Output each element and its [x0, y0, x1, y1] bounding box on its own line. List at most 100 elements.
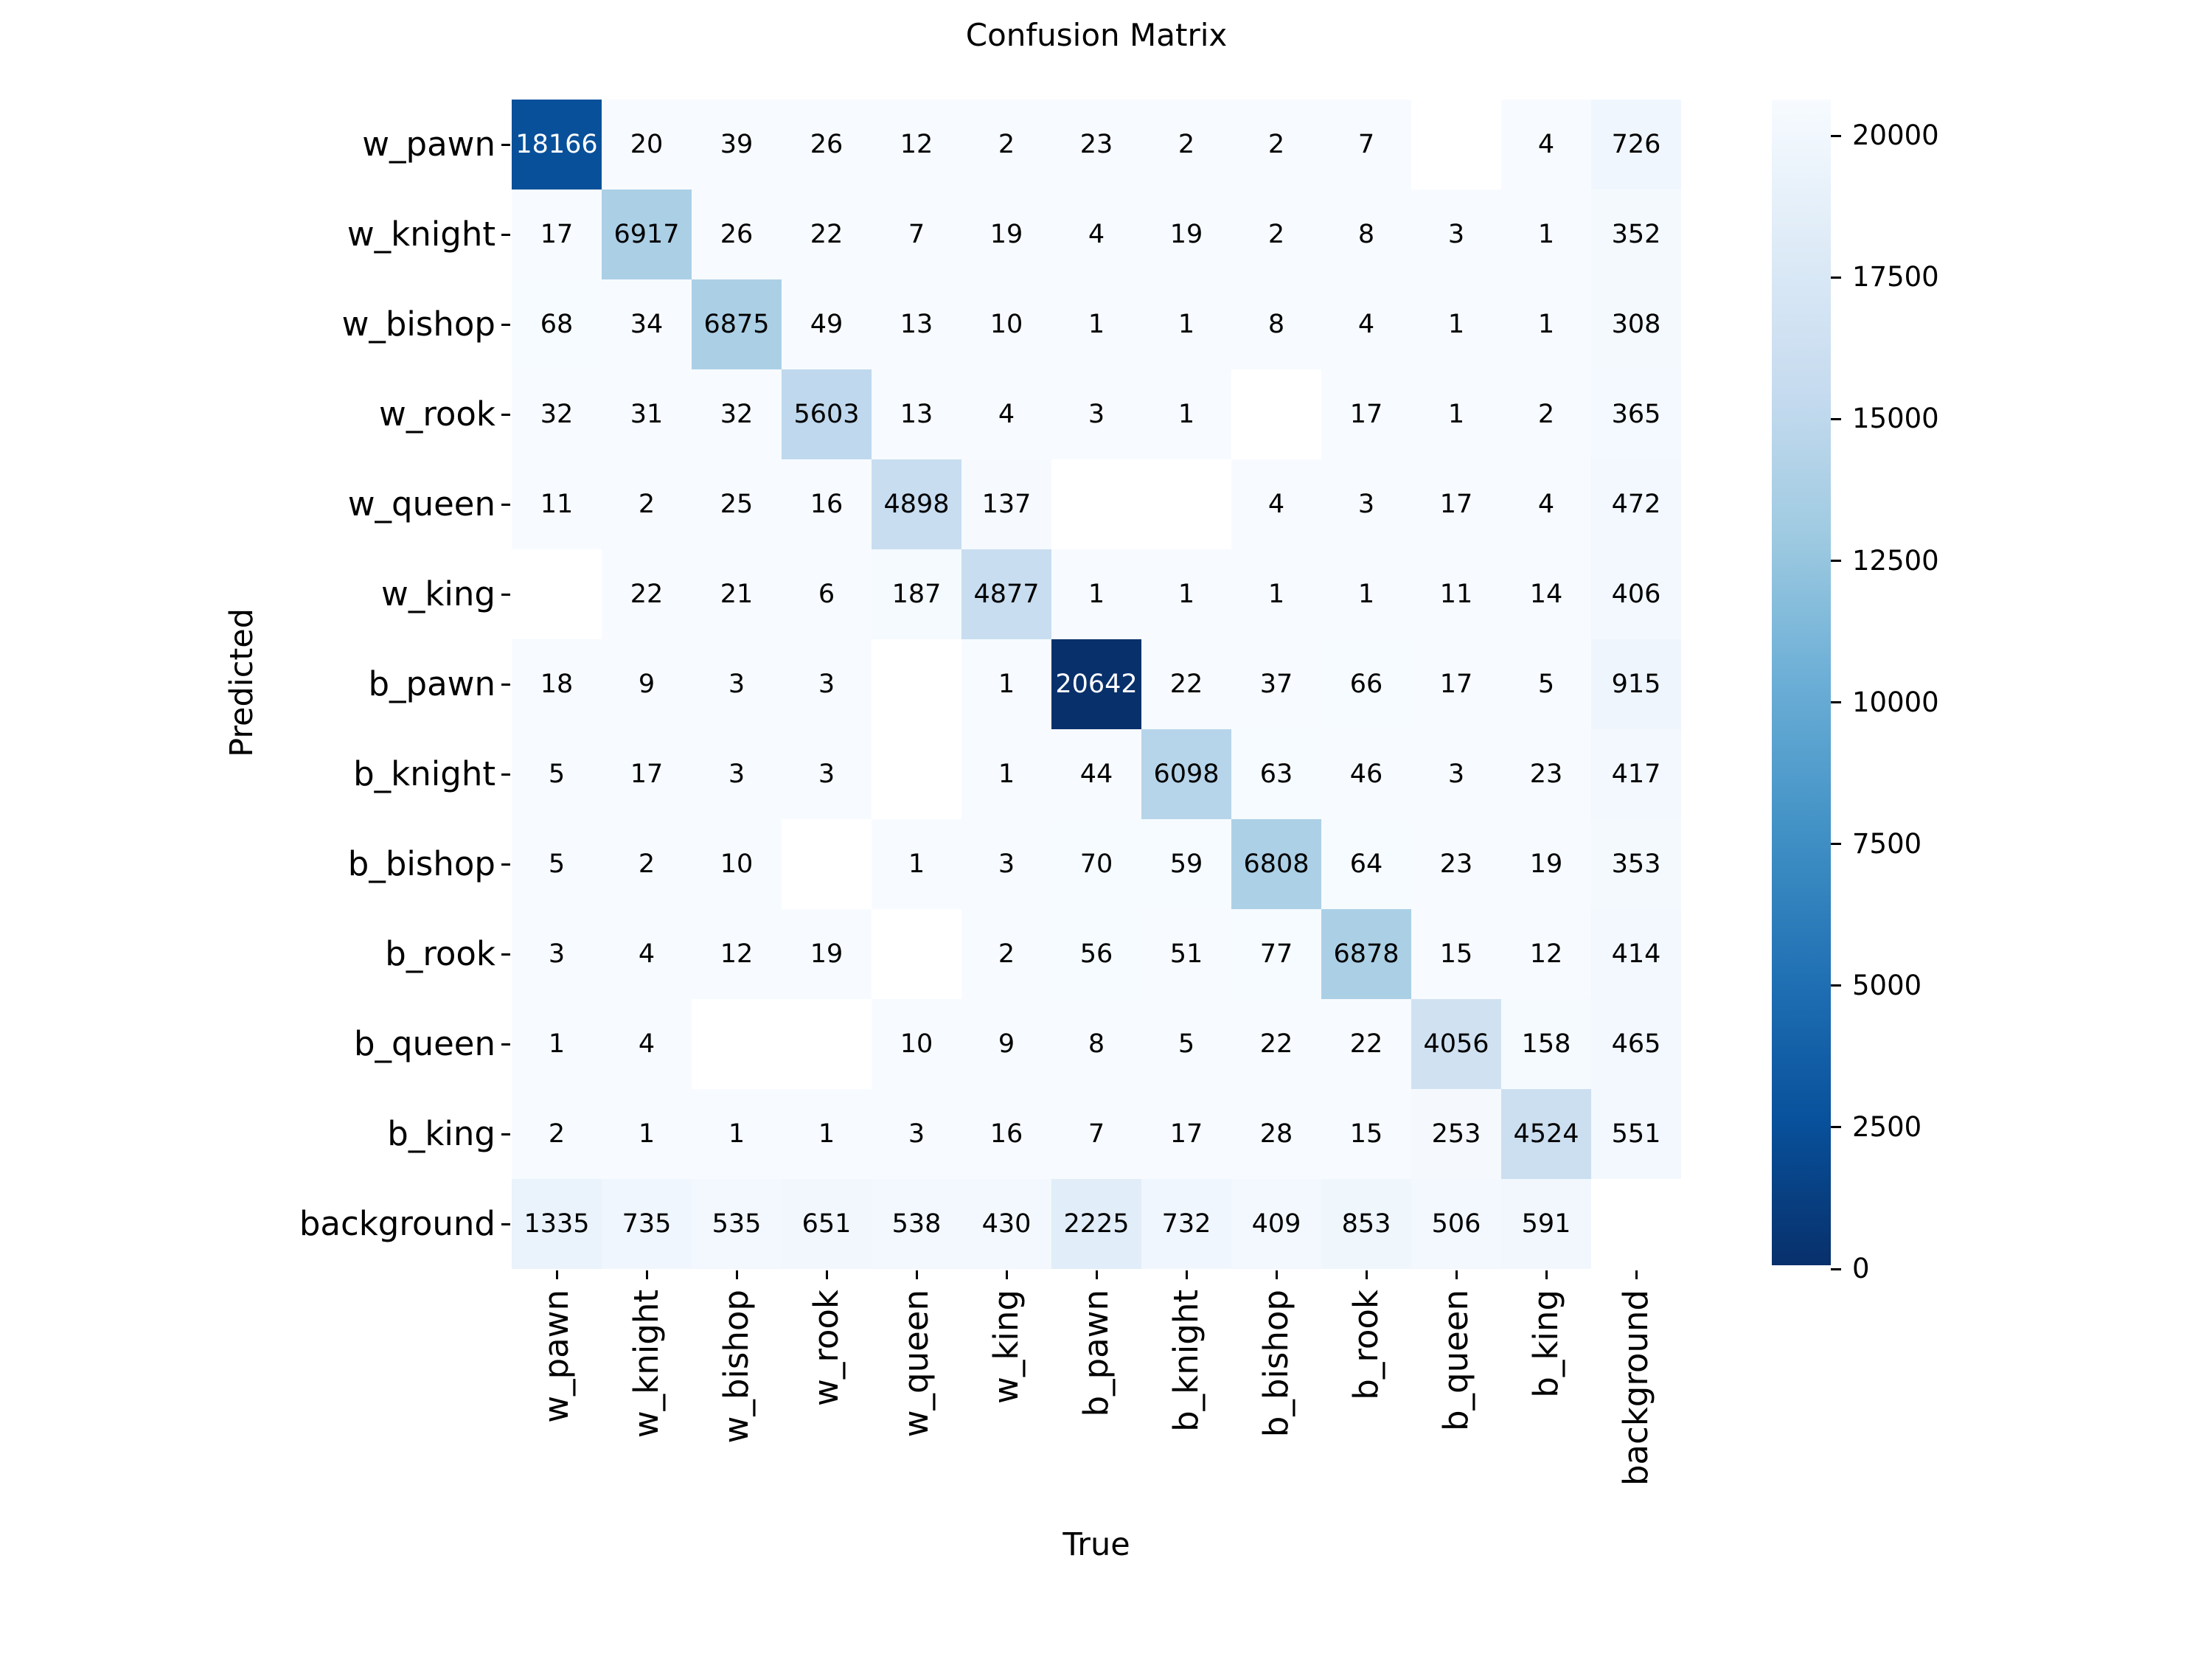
- heatmap-cell: 4524: [1501, 1089, 1591, 1179]
- heatmap-cell: [1051, 459, 1141, 549]
- y-tick-label-b_king: b_king: [387, 1114, 495, 1153]
- colorbar-tick-mark: [1831, 984, 1841, 987]
- y-tick-mark: [501, 503, 510, 506]
- heatmap-cell: 39: [692, 100, 782, 189]
- heatmap-cell: 1: [602, 1089, 692, 1179]
- x-tick-label-background: background: [1613, 1290, 1659, 1489]
- heatmap-cell: 3: [512, 909, 602, 999]
- heatmap-cell: 19: [782, 909, 872, 999]
- heatmap-cell: 1: [1501, 189, 1591, 279]
- heatmap-cell: 732: [1141, 1179, 1231, 1269]
- heatmap-cell: 3: [782, 639, 872, 729]
- heatmap-cell: 16: [782, 459, 872, 549]
- heatmap-cell: 25: [692, 459, 782, 549]
- y-tick-mark: [501, 413, 510, 416]
- y-tick-label-w_queen: w_queen: [347, 484, 495, 524]
- heatmap-cell: 22: [602, 549, 692, 639]
- heatmap-cell: 12: [872, 100, 961, 189]
- heatmap-cell: 308: [1591, 279, 1681, 369]
- x-tick-label-b_queen: b_queen: [1433, 1290, 1479, 1434]
- heatmap-cell: 6808: [1231, 819, 1321, 909]
- colorbar-tick-mark: [1831, 417, 1841, 420]
- heatmap-cell: 2: [602, 819, 692, 909]
- x-tick-mark: [645, 1270, 648, 1279]
- heatmap-cell: 3: [1051, 369, 1141, 459]
- heatmap-cell: 77: [1231, 909, 1321, 999]
- heatmap-cell: 1: [1051, 279, 1141, 369]
- y-tick-mark: [501, 863, 510, 866]
- heatmap-cell: 68: [512, 279, 602, 369]
- x-tick-label-text: b_rook: [1346, 1290, 1385, 1400]
- heatmap-cell: 26: [782, 100, 872, 189]
- x-tick-label-text: background: [1616, 1290, 1655, 1486]
- colorbar-tick-label: 20000: [1852, 119, 1939, 152]
- y-tick-label-b_pawn: b_pawn: [368, 664, 495, 703]
- heatmap-cell: 853: [1321, 1179, 1411, 1269]
- heatmap-cell: 651: [782, 1179, 872, 1269]
- heatmap-cell: 17: [512, 189, 602, 279]
- x-tick-mark: [1545, 1270, 1548, 1279]
- heatmap-cell: 22: [782, 189, 872, 279]
- heatmap-cell: 538: [872, 1179, 961, 1269]
- heatmap-cell: 158: [1501, 999, 1591, 1089]
- x-tick-label-text: w_knight: [627, 1290, 666, 1439]
- y-tick-mark: [501, 323, 510, 326]
- heatmap-cell: 414: [1591, 909, 1681, 999]
- heatmap-cell: [782, 819, 872, 909]
- heatmap-cell: 20: [602, 100, 692, 189]
- x-tick-label-b_pawn: b_pawn: [1074, 1290, 1119, 1420]
- heatmap-cell: 23: [1411, 819, 1501, 909]
- heatmap-cell: 1: [961, 729, 1051, 819]
- colorbar-tick-mark: [1831, 701, 1841, 704]
- heatmap-cell: 4: [1501, 459, 1591, 549]
- x-tick-mark: [915, 1270, 918, 1279]
- heatmap-cell: 22: [1231, 999, 1321, 1089]
- heatmap-cell: 9: [602, 639, 692, 729]
- heatmap-cell: [1591, 1179, 1681, 1269]
- y-tick-label-w_king: w_king: [381, 574, 495, 613]
- x-tick-label-w_bishop: w_bishop: [714, 1290, 759, 1446]
- x-tick-label-text: b_queen: [1436, 1290, 1475, 1432]
- heatmap-cell: [1141, 459, 1231, 549]
- x-tick-label-text: w_bishop: [717, 1290, 756, 1444]
- heatmap-cell: 2225: [1051, 1179, 1141, 1269]
- y-tick-mark: [501, 1043, 510, 1046]
- heatmap-cell: 15: [1321, 1089, 1411, 1179]
- heatmap-cell: 34: [602, 279, 692, 369]
- heatmap-cell: 56: [1051, 909, 1141, 999]
- y-tick-mark: [501, 683, 510, 686]
- heatmap-cell: 18: [512, 639, 602, 729]
- heatmap-cell: 137: [961, 459, 1051, 549]
- heatmap-cell: 31: [602, 369, 692, 459]
- heatmap-cell: 7: [1321, 100, 1411, 189]
- heatmap-cell: 6917: [602, 189, 692, 279]
- x-tick-label-b_rook: b_rook: [1343, 1290, 1389, 1403]
- heatmap-cell: 44: [1051, 729, 1141, 819]
- x-tick-mark: [1455, 1270, 1458, 1279]
- heatmap-cell: 20642: [1051, 639, 1141, 729]
- y-tick-mark: [501, 233, 510, 236]
- heatmap-cell: [872, 909, 961, 999]
- heatmap-cell: 1: [1321, 549, 1411, 639]
- x-tick-label-text: w_king: [987, 1290, 1026, 1404]
- heatmap-cell: 2: [1501, 369, 1591, 459]
- heatmap-cell: [1231, 369, 1321, 459]
- heatmap-cell: 18166: [512, 100, 602, 189]
- heatmap-cell: 3: [1411, 729, 1501, 819]
- x-tick-label-w_knight: w_knight: [624, 1290, 669, 1441]
- heatmap-cell: 32: [512, 369, 602, 459]
- heatmap-cell: 430: [961, 1179, 1051, 1269]
- heatmap-cell: 5: [512, 819, 602, 909]
- y-tick-label-b_bishop: b_bishop: [347, 844, 495, 883]
- heatmap-cell: 735: [602, 1179, 692, 1269]
- heatmap-cell: 9: [961, 999, 1051, 1089]
- heatmap-cell: 2: [961, 909, 1051, 999]
- y-tick-label-b_queen: b_queen: [353, 1024, 495, 1063]
- x-tick-mark: [1635, 1270, 1638, 1279]
- heatmap-cell: 1: [1501, 279, 1591, 369]
- x-tick-label-text: w_rook: [807, 1290, 846, 1406]
- heatmap-cell: [512, 549, 602, 639]
- heatmap-cell: 32: [692, 369, 782, 459]
- heatmap-cell: 1: [512, 999, 602, 1089]
